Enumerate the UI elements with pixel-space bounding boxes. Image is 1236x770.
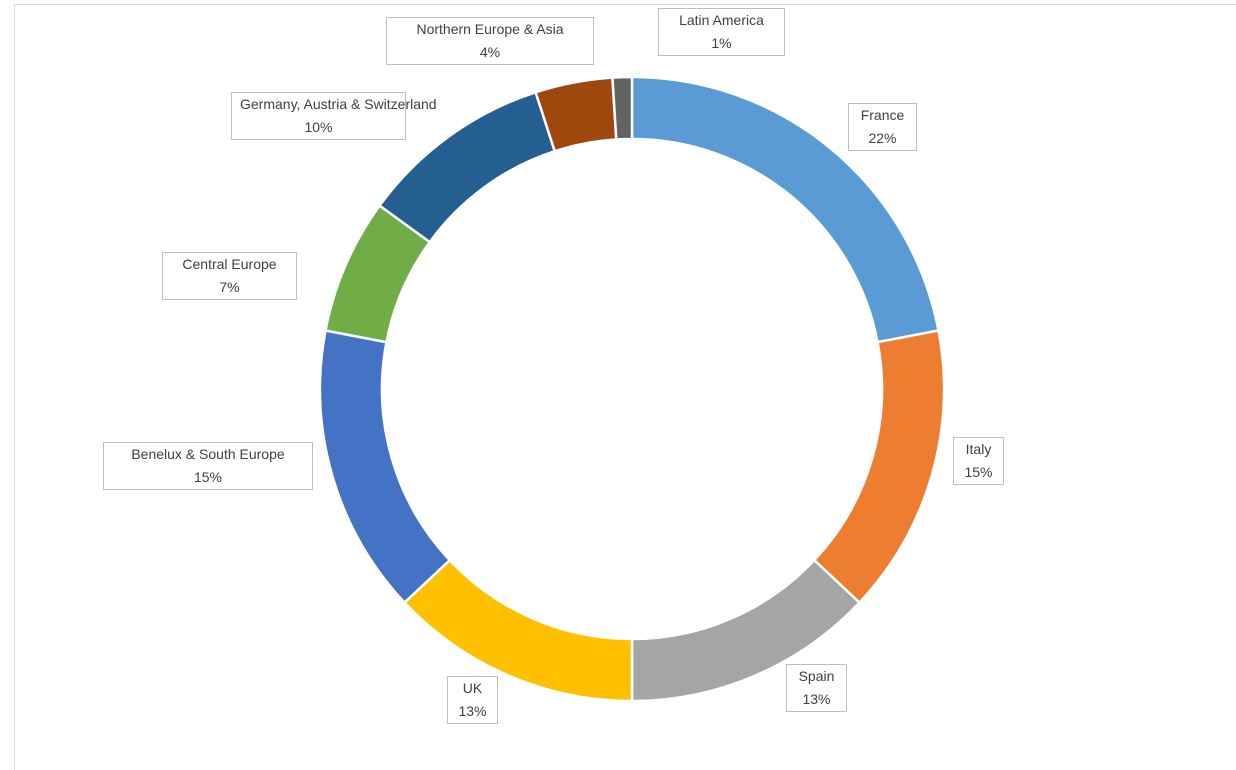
percent-value: 4%: [479, 44, 501, 60]
chart-area: [14, 4, 1236, 770]
slice-latin-america: [611, 75, 634, 141]
data-label-germany-austria-switzerland: Germany, Austria & Switzerland 10%: [231, 92, 437, 140]
slice-benelux-south-europe: [318, 329, 452, 605]
data-label-france: France 22%: [848, 103, 917, 151]
percent-value: 15%: [193, 469, 223, 485]
data-label-benelux-south-europe: Benelux & South Europe 15%: [103, 442, 313, 490]
category-name: Spain: [798, 668, 835, 684]
percent-value: 7%: [219, 279, 240, 295]
percent-value: 10%: [304, 119, 333, 135]
data-label-latin-america: Latin America 1%: [658, 8, 785, 56]
category-name: Central Europe: [182, 256, 277, 272]
category-name: France: [860, 107, 905, 123]
slice-uk: [402, 558, 634, 703]
percent-value: 22%: [868, 130, 897, 146]
percent-value: 13%: [802, 691, 831, 707]
category-name: Italy: [965, 441, 992, 457]
category-name: UK: [462, 680, 483, 696]
data-label-central-europe: Central Europe 7%: [162, 252, 297, 300]
data-label-italy: Italy 15%: [953, 437, 1004, 485]
percent-value: 13%: [458, 703, 487, 719]
donut-slices: [318, 75, 946, 703]
data-label-uk: UK 13%: [447, 676, 498, 724]
category-name: Northern Europe & Asia: [416, 21, 564, 37]
data-label-northern-europe-asia: Northern Europe & Asia 4%: [386, 17, 594, 65]
percent-value: 1%: [711, 35, 732, 51]
slice-italy: [812, 329, 946, 605]
category-name: Latin America: [679, 12, 764, 28]
data-label-spain: Spain 13%: [786, 664, 847, 712]
percent-value: 15%: [964, 464, 993, 480]
category-name: Germany, Austria & Switzerland: [240, 96, 437, 112]
category-name: Benelux & South Europe: [131, 446, 285, 462]
